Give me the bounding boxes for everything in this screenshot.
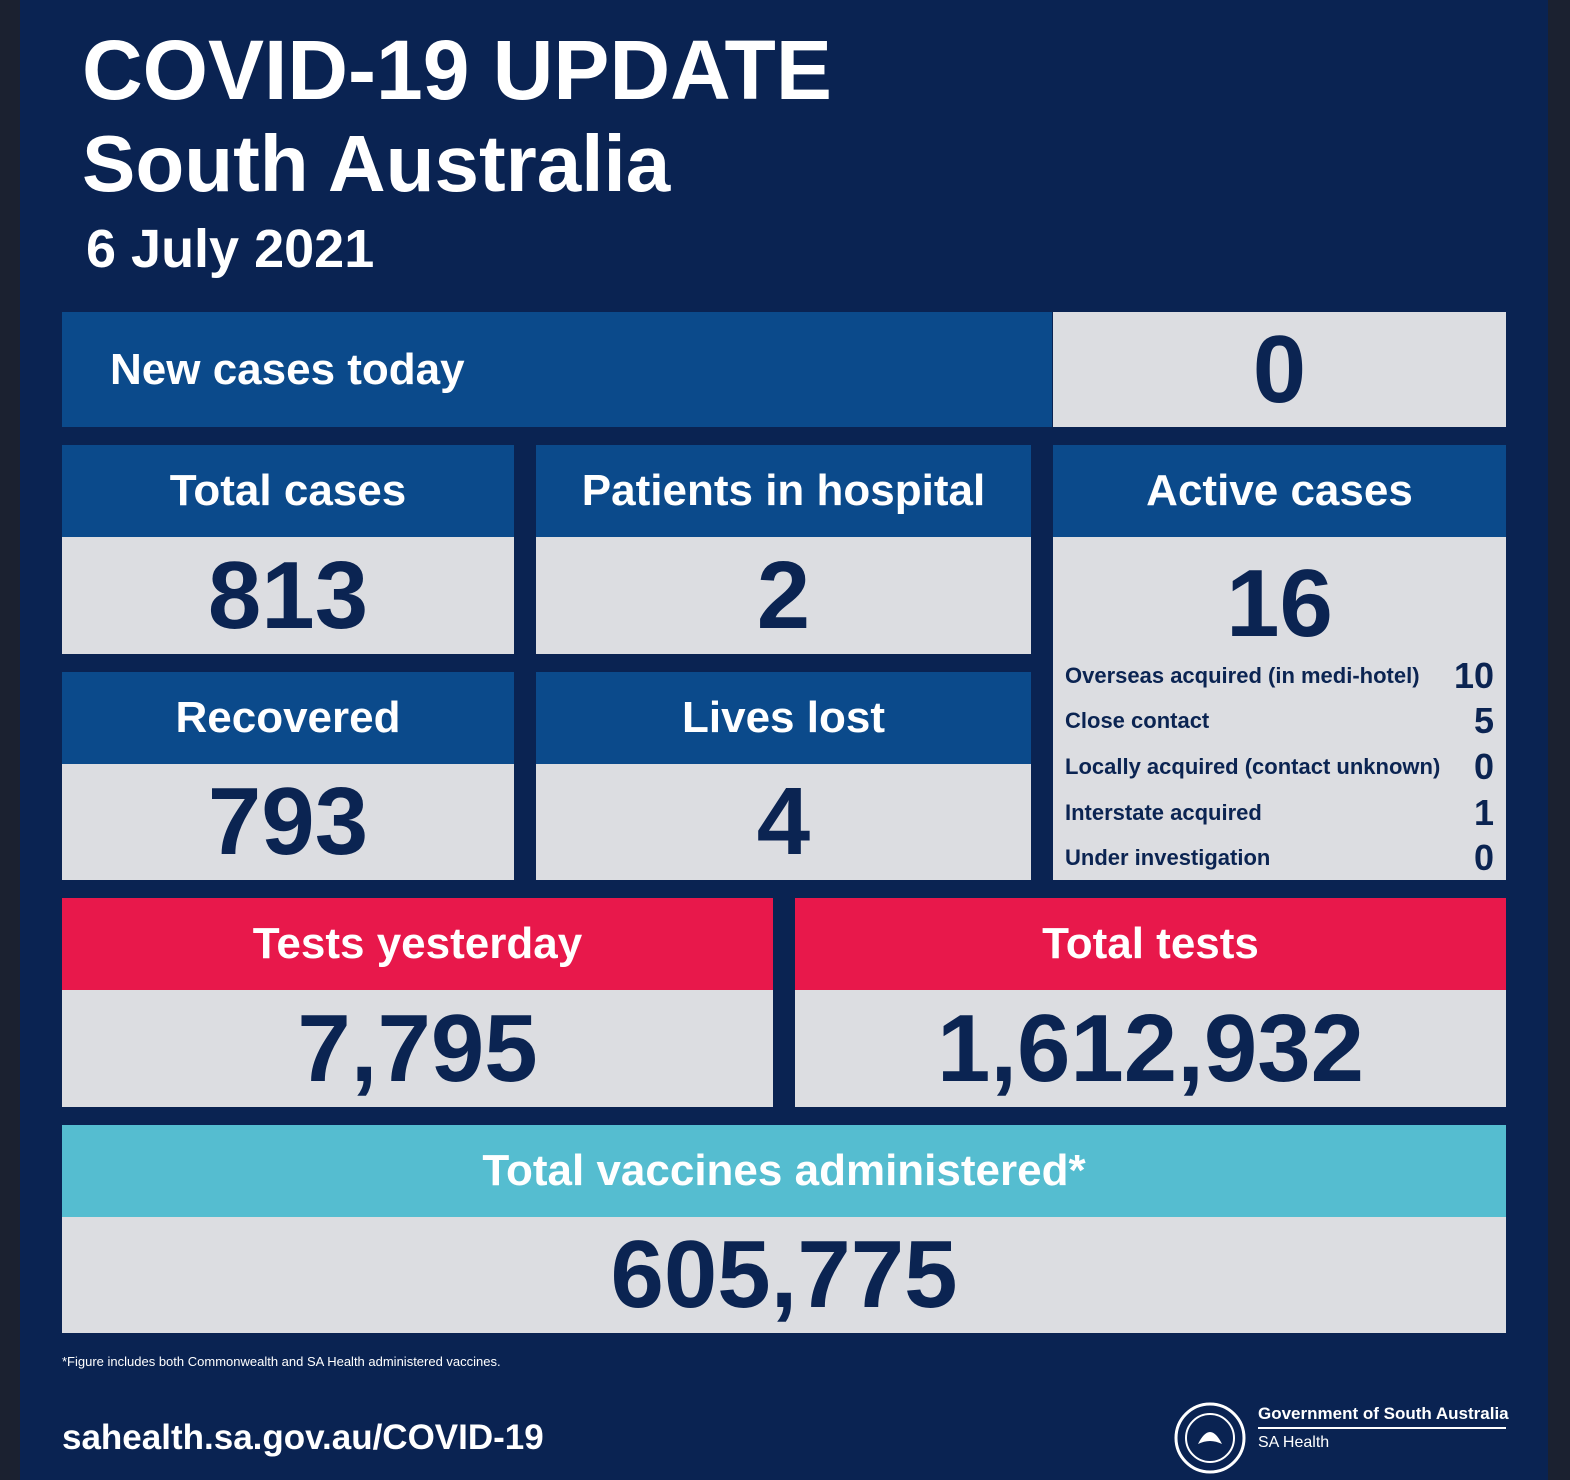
seal-logo xyxy=(1174,1402,1246,1474)
vaccines-label: Total vaccines administered* xyxy=(62,1125,1506,1217)
breakdown-row: Locally acquired (contact unknown) 0 xyxy=(1065,746,1494,788)
tile-label: Lives lost xyxy=(536,672,1031,764)
tests-label: Tests yesterday xyxy=(62,898,773,990)
breakdown-row: Under investigation 0 xyxy=(1065,837,1494,879)
breakdown-label: Overseas acquired (in medi-hotel) xyxy=(1065,663,1420,688)
title: COVID-19 UPDATE xyxy=(82,23,832,117)
tile-value: 813 xyxy=(62,537,514,654)
breakdown-value: 10 xyxy=(1453,655,1494,696)
tests-label: Total tests xyxy=(795,898,1506,990)
logo-rule xyxy=(1258,1427,1506,1429)
tile-value: 793 xyxy=(62,764,514,880)
tile-value: 4 xyxy=(536,764,1031,880)
breakdown-row: Close contact 5 xyxy=(1065,700,1494,742)
breakdown-label: Locally acquired (contact unknown) xyxy=(1065,754,1441,779)
subtitle: South Australia xyxy=(82,119,671,208)
tile-label: Patients in hospital xyxy=(536,445,1031,537)
vaccines-value: 605,775 xyxy=(62,1217,1506,1333)
active-box: 16 Overseas acquired (in medi-hotel) 10 C… xyxy=(1053,537,1506,880)
breakdown-label: Under investigation xyxy=(1065,845,1271,870)
breakdown-label: Interstate acquired xyxy=(1065,800,1262,825)
active-label: Active cases xyxy=(1053,445,1506,537)
footnote: *Figure includes both Commonwealth and S… xyxy=(62,1354,501,1369)
tile-label: Total cases xyxy=(62,445,514,537)
new-cases-label: New cases today xyxy=(62,312,1052,427)
breakdown-value: 1 xyxy=(1473,792,1494,833)
logo-dept: SA Health xyxy=(1258,1434,1330,1451)
active-value: 16 xyxy=(1226,550,1333,657)
date: 6 July 2021 xyxy=(86,219,375,279)
breakdown-label: Close contact xyxy=(1065,708,1210,733)
breakdown-row: Interstate acquired 1 xyxy=(1065,792,1494,834)
breakdown-value: 0 xyxy=(1473,746,1494,787)
tests-value: 1,612,932 xyxy=(795,990,1506,1107)
tile-value: 2 xyxy=(536,537,1031,654)
tile-label: Recovered xyxy=(62,672,514,764)
new-cases-value: 0 xyxy=(1053,312,1506,427)
tests-value: 7,795 xyxy=(62,990,773,1107)
url: sahealth.sa.gov.au/COVID-19 xyxy=(62,1418,544,1457)
breakdown-value: 5 xyxy=(1473,700,1494,741)
breakdown-row: Overseas acquired (in medi-hotel) 10 xyxy=(1065,655,1494,697)
breakdown-value: 0 xyxy=(1473,837,1494,878)
logo-org: Government of South Australia xyxy=(1258,1404,1509,1423)
